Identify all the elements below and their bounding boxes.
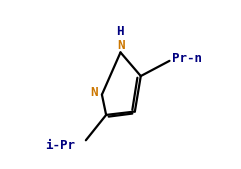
Text: H: H: [116, 25, 124, 38]
Text: i-Pr: i-Pr: [45, 139, 75, 152]
Text: N: N: [91, 86, 98, 99]
Text: Pr-n: Pr-n: [172, 52, 202, 65]
Text: N: N: [117, 39, 124, 52]
